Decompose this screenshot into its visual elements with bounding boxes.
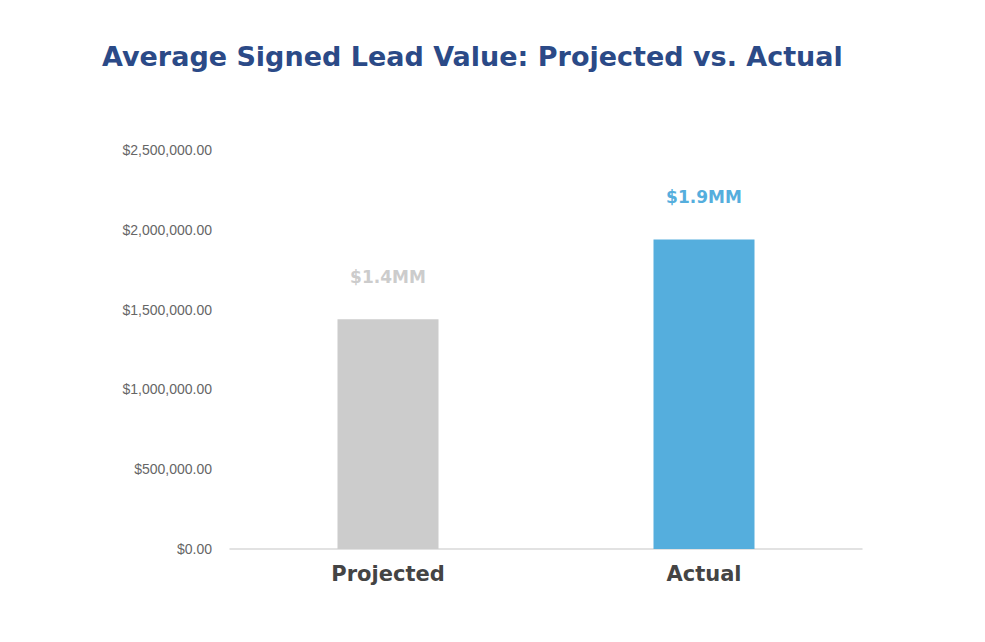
- svg-text:$0.00: $0.00: [177, 541, 212, 557]
- svg-text:Projected: Projected: [331, 562, 444, 586]
- svg-text:$500,000.00: $500,000.00: [134, 461, 212, 477]
- svg-text:$1.4MM: $1.4MM: [350, 267, 426, 287]
- svg-text:Average Signed Lead Value: Pro: Average Signed Lead Value: Projected vs.…: [102, 41, 843, 72]
- svg-text:$1,000,000.00: $1,000,000.00: [122, 381, 212, 397]
- svg-text:$2,500,000.00: $2,500,000.00: [122, 142, 212, 158]
- svg-text:$1.9MM: $1.9MM: [666, 187, 742, 207]
- svg-text:$2,000,000.00: $2,000,000.00: [122, 222, 212, 238]
- svg-text:$1,500,000.00: $1,500,000.00: [122, 302, 212, 318]
- svg-text:Actual: Actual: [666, 562, 741, 586]
